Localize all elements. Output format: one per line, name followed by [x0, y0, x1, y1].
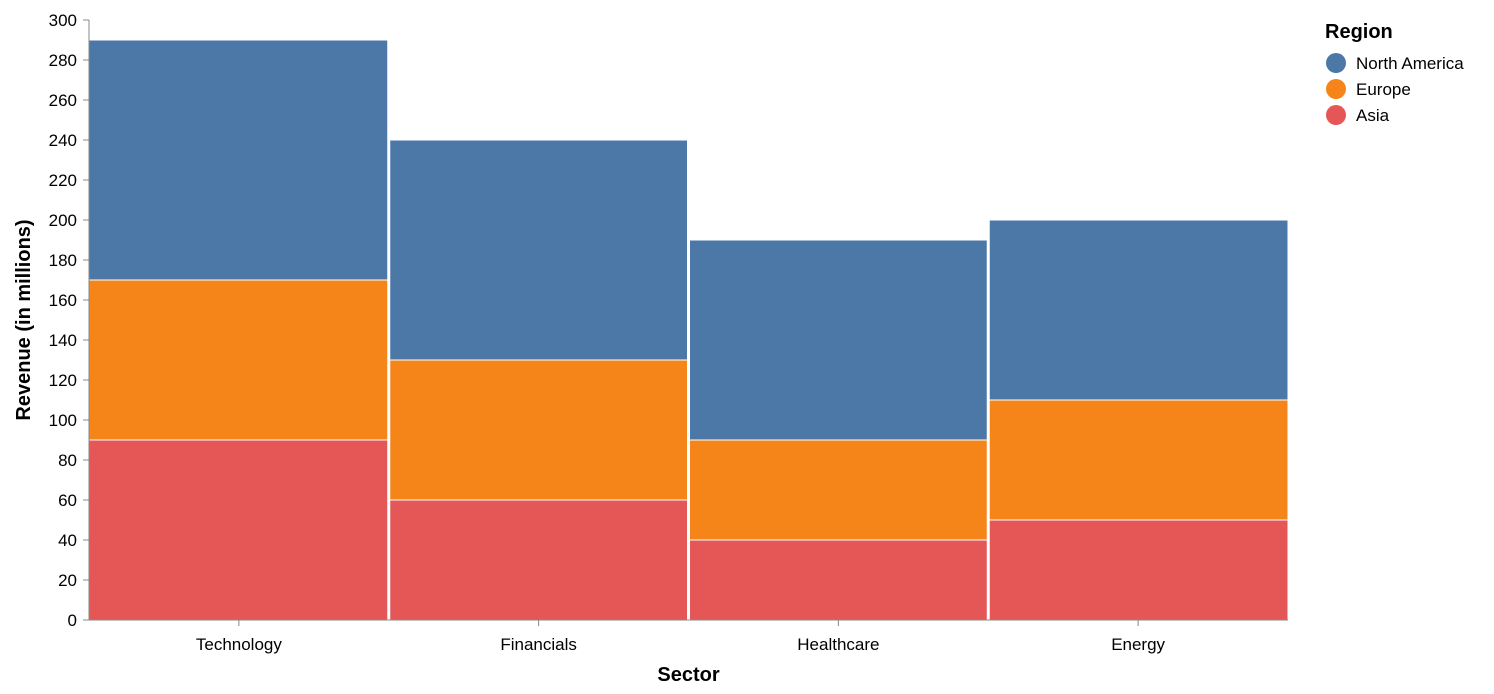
- legend-swatch-europe: [1326, 79, 1346, 99]
- x-axis: Technology Financials Healthcare Energy: [89, 619, 1288, 654]
- bars-layer: [88, 39, 1289, 621]
- y-tick-label: 0: [68, 611, 77, 630]
- x-tick-label: Healthcare: [797, 635, 879, 654]
- bar-financials-asia: [389, 499, 688, 621]
- bar-energy-asia: [988, 519, 1289, 621]
- legend: Region North America Europe Asia: [1325, 21, 1464, 125]
- y-tick-label: 220: [49, 171, 77, 190]
- bar-technology-north-america: [88, 39, 389, 281]
- bar-healthcare-europe: [689, 439, 988, 541]
- y-tick-label: 20: [58, 571, 77, 590]
- y-tick-label: 240: [49, 131, 77, 150]
- y-axis-title: Revenue (in millions): [13, 219, 35, 420]
- y-tick-label: 80: [58, 451, 77, 470]
- y-axis: 0 20 40 60 80 100 120 140 160 180 200 220 240 260 280 3…: [49, 11, 90, 630]
- y-tick-label: 180: [49, 251, 77, 270]
- legend-label-asia: Asia: [1356, 106, 1390, 125]
- y-tick-label: 140: [49, 331, 77, 350]
- y-tick-label: 40: [58, 531, 77, 550]
- y-tick-label: 160: [49, 291, 77, 310]
- legend-swatch-north-america: [1326, 53, 1346, 73]
- y-tick-label: 300: [49, 11, 77, 30]
- bar-technology-europe: [88, 279, 389, 441]
- bar-healthcare-asia: [689, 539, 988, 621]
- bar-energy-europe: [988, 399, 1289, 521]
- y-tick-label: 200: [49, 211, 77, 230]
- y-tick-label: 100: [49, 411, 77, 430]
- x-tick-label: Financials: [500, 635, 577, 654]
- bar-financials-europe: [389, 359, 688, 501]
- bar-healthcare-north-america: [689, 239, 988, 441]
- legend-label-north-america: North America: [1356, 54, 1464, 73]
- legend-title: Region: [1325, 21, 1393, 43]
- x-tick-label: Energy: [1111, 635, 1165, 654]
- y-tick-label: 120: [49, 371, 77, 390]
- x-axis-title: Sector: [657, 664, 719, 686]
- bar-financials-north-america: [389, 139, 688, 361]
- bar-technology-asia: [88, 439, 389, 621]
- bar-energy-north-america: [988, 219, 1289, 401]
- x-tick-label: Technology: [196, 635, 283, 654]
- y-tick-label: 280: [49, 51, 77, 70]
- legend-swatch-asia: [1326, 105, 1346, 125]
- legend-label-europe: Europe: [1356, 80, 1411, 99]
- y-tick-label: 60: [58, 491, 77, 510]
- y-tick-label: 260: [49, 91, 77, 110]
